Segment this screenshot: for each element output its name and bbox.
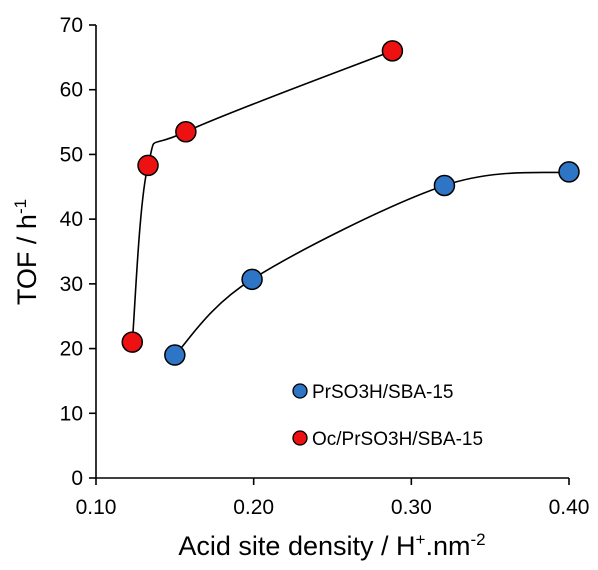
data-point-prso3h bbox=[164, 344, 186, 366]
y-axis-title: TOF / h-1 bbox=[11, 199, 42, 305]
trendline-prso3h bbox=[174, 171, 570, 356]
legend: PrSO3H/SBA-15 Oc/PrSO3H/SBA-15 bbox=[292, 382, 483, 450]
plot-area: 0 10 20 30 40 50 60 70 0.10 0.20 0.30 0.40 bbox=[60, 14, 590, 519]
y-tick-label: 40 bbox=[60, 208, 83, 231]
data-point-oc-prso3h bbox=[381, 40, 404, 62]
x-tick-label: 0.20 bbox=[233, 496, 274, 519]
y-tick-label: 50 bbox=[60, 143, 83, 166]
legend-marker-prso3h bbox=[292, 383, 308, 399]
legend-label-prso3h: PrSO3H/SBA-15 bbox=[312, 382, 454, 403]
data-point-oc-prso3h bbox=[137, 154, 159, 177]
y-tick-label: 60 bbox=[60, 79, 83, 102]
data-point-prso3h bbox=[558, 161, 580, 183]
y-tick-label: 70 bbox=[60, 14, 83, 37]
data-point-oc-prso3h bbox=[121, 331, 144, 353]
data-point-oc-prso3h bbox=[175, 121, 197, 143]
x-tick-label: 0.10 bbox=[76, 496, 117, 519]
trendline-oc-prso3h bbox=[131, 50, 393, 343]
legend-label-oc-prso3h: Oc/PrSO3H/SBA-15 bbox=[312, 429, 483, 450]
x-axis-title: Acid site density / H+.nm-2 bbox=[178, 530, 485, 561]
x-tick-label: 0.40 bbox=[549, 496, 590, 519]
y-ticks: 0 10 20 30 40 50 60 70 bbox=[60, 14, 96, 490]
data-point-prso3h bbox=[433, 174, 456, 197]
data-points bbox=[121, 40, 580, 366]
y-tick-label: 20 bbox=[60, 338, 83, 361]
y-tick-label: 0 bbox=[71, 467, 83, 490]
data-point-prso3h bbox=[241, 268, 263, 291]
legend-marker-oc-prso3h bbox=[292, 430, 308, 446]
y-tick-label: 30 bbox=[60, 273, 83, 296]
x-ticks: 0.10 0.20 0.30 0.40 bbox=[76, 478, 590, 519]
x-tick-label: 0.30 bbox=[391, 496, 432, 519]
y-tick-label: 10 bbox=[60, 402, 83, 425]
trendlines bbox=[131, 50, 570, 356]
